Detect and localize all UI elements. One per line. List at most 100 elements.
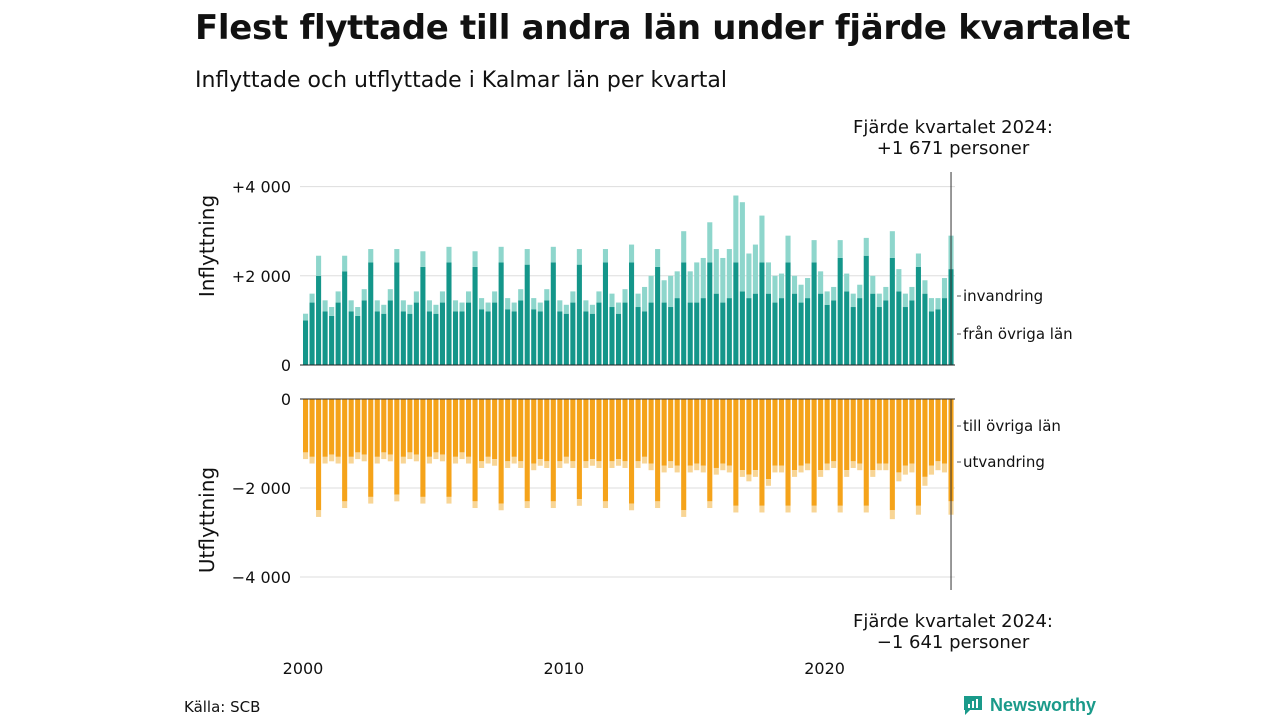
bar-inflow-immigration bbox=[459, 302, 465, 312]
bar-inflow-immigration bbox=[674, 271, 680, 299]
bar-inflow-other-counties bbox=[739, 291, 745, 365]
bar-inflow-immigration bbox=[928, 298, 935, 312]
bar-inflow-other-counties bbox=[876, 307, 882, 365]
bar-inflow-immigration bbox=[733, 195, 739, 263]
bar-outflow-emigration bbox=[433, 452, 439, 460]
bar-outflow-emigration bbox=[557, 461, 563, 468]
bar-outflow-emigration bbox=[655, 501, 661, 509]
bar-inflow-other-counties bbox=[446, 262, 452, 365]
bar-outflow-other-counties bbox=[687, 399, 693, 466]
bar-inflow-other-counties bbox=[629, 262, 635, 365]
bar-inflow-immigration bbox=[492, 291, 498, 303]
bar-inflow-immigration bbox=[707, 222, 713, 263]
chart-title: Flest flyttade till andra län under fjär… bbox=[195, 8, 1131, 48]
bar-inflow-other-counties bbox=[426, 311, 432, 365]
bar-inflow-immigration bbox=[596, 291, 602, 303]
bar-outflow-other-counties bbox=[824, 399, 830, 464]
bar-outflow-other-counties bbox=[733, 399, 739, 506]
bar-inflow-other-counties bbox=[681, 262, 687, 365]
bar-outflow-other-counties bbox=[648, 399, 654, 464]
bar-outflow-other-counties bbox=[309, 399, 315, 457]
bar-inflow-immigration bbox=[550, 246, 556, 263]
bar-outflow-other-counties bbox=[557, 399, 563, 462]
bar-inflow-other-counties bbox=[733, 262, 739, 365]
bar-outflow-other-counties bbox=[941, 399, 948, 464]
bar-outflow-emigration bbox=[446, 496, 452, 504]
bar-inflow-immigration bbox=[381, 304, 387, 314]
bar-inflow-immigration bbox=[635, 293, 641, 308]
bar-outflow-other-counties bbox=[433, 399, 439, 453]
bar-outflow-emigration bbox=[915, 505, 921, 515]
bar-inflow-immigration bbox=[368, 249, 374, 263]
bar-outflow-other-counties bbox=[909, 399, 915, 464]
bar-inflow-immigration bbox=[720, 257, 726, 303]
bar-outflow-other-counties bbox=[368, 399, 374, 497]
bar-inflow-immigration bbox=[694, 262, 700, 303]
bar-outflow-other-counties bbox=[537, 399, 543, 460]
bar-outflow-other-counties bbox=[361, 399, 367, 455]
bar-inflow-other-counties bbox=[531, 309, 537, 365]
bar-inflow-immigration bbox=[700, 257, 706, 299]
bar-outflow-emigration bbox=[609, 461, 615, 468]
bar-inflow-other-counties bbox=[544, 300, 550, 365]
bar-outflow-emigration bbox=[472, 501, 478, 509]
bar-outflow-emigration bbox=[759, 505, 765, 513]
bar-outflow-emigration bbox=[805, 463, 811, 471]
bar-outflow-emigration bbox=[355, 452, 361, 460]
bar-inflow-other-counties bbox=[837, 257, 843, 365]
bar-outflow-emigration bbox=[713, 467, 719, 475]
bar-outflow-other-counties bbox=[322, 399, 328, 457]
bar-outflow-emigration bbox=[668, 461, 674, 468]
source-note: Källa: SCB bbox=[184, 698, 261, 716]
bar-outflow-other-counties bbox=[589, 399, 595, 460]
bar-outflow-emigration bbox=[928, 465, 935, 475]
bar-inflow-immigration bbox=[446, 246, 452, 263]
bar-inflow-immigration bbox=[844, 273, 850, 292]
bar-outflow-emigration bbox=[707, 501, 713, 509]
bar-outflow-other-counties bbox=[857, 399, 863, 464]
bar-inflow-immigration bbox=[837, 240, 843, 258]
bar-outflow-emigration bbox=[387, 454, 393, 462]
bar-inflow-immigration bbox=[941, 278, 948, 299]
bar-inflow-other-counties bbox=[909, 300, 915, 365]
bar-outflow-other-counties bbox=[459, 399, 465, 453]
bar-inflow-immigration bbox=[452, 300, 459, 312]
bar-inflow-immigration bbox=[857, 284, 863, 299]
bar-outflow-other-counties bbox=[700, 399, 706, 466]
bar-inflow-immigration bbox=[322, 300, 328, 312]
bar-inflow-immigration bbox=[805, 278, 811, 299]
bar-outflow-emigration bbox=[720, 463, 726, 471]
newsworthy-logo-text: Newsworthy bbox=[990, 694, 1097, 715]
bar-outflow-emigration bbox=[941, 463, 948, 473]
bar-inflow-other-counties bbox=[792, 293, 798, 365]
bar-outflow-other-counties bbox=[492, 399, 498, 460]
bar-outflow-emigration bbox=[778, 465, 785, 473]
bottom-series-label: till övriga län bbox=[963, 417, 1061, 435]
bar-outflow-other-counties bbox=[785, 399, 791, 506]
bar-outflow-other-counties bbox=[655, 399, 661, 502]
bar-outflow-emigration bbox=[394, 494, 400, 502]
bar-outflow-other-counties bbox=[707, 399, 713, 502]
bar-outflow-other-counties bbox=[883, 399, 889, 464]
bar-inflow-immigration bbox=[759, 215, 765, 263]
bar-outflow-other-counties bbox=[844, 399, 850, 471]
bar-outflow-other-counties bbox=[818, 399, 824, 471]
bar-outflow-other-counties bbox=[863, 399, 869, 506]
bar-inflow-other-counties bbox=[746, 298, 752, 365]
bar-inflow-immigration bbox=[629, 244, 635, 263]
bar-inflow-other-counties bbox=[694, 302, 700, 365]
x-tick-label: 2000 bbox=[283, 659, 324, 678]
bar-outflow-emigration bbox=[420, 496, 426, 504]
bar-outflow-other-counties bbox=[407, 399, 413, 453]
bar-outflow-other-counties bbox=[765, 399, 772, 480]
bar-outflow-other-counties bbox=[544, 399, 550, 462]
bar-outflow-emigration bbox=[400, 456, 406, 464]
bar-inflow-other-counties bbox=[557, 311, 563, 365]
bar-outflow-emigration bbox=[342, 501, 348, 509]
bottom-annotation-line1: Fjärde kvartalet 2024: bbox=[853, 611, 1053, 632]
bar-outflow-emigration bbox=[681, 510, 687, 517]
bar-outflow-other-counties bbox=[335, 399, 341, 457]
bar-inflow-immigration bbox=[811, 240, 817, 263]
bar-outflow-emigration bbox=[348, 456, 354, 464]
bar-outflow-other-counties bbox=[505, 399, 511, 462]
